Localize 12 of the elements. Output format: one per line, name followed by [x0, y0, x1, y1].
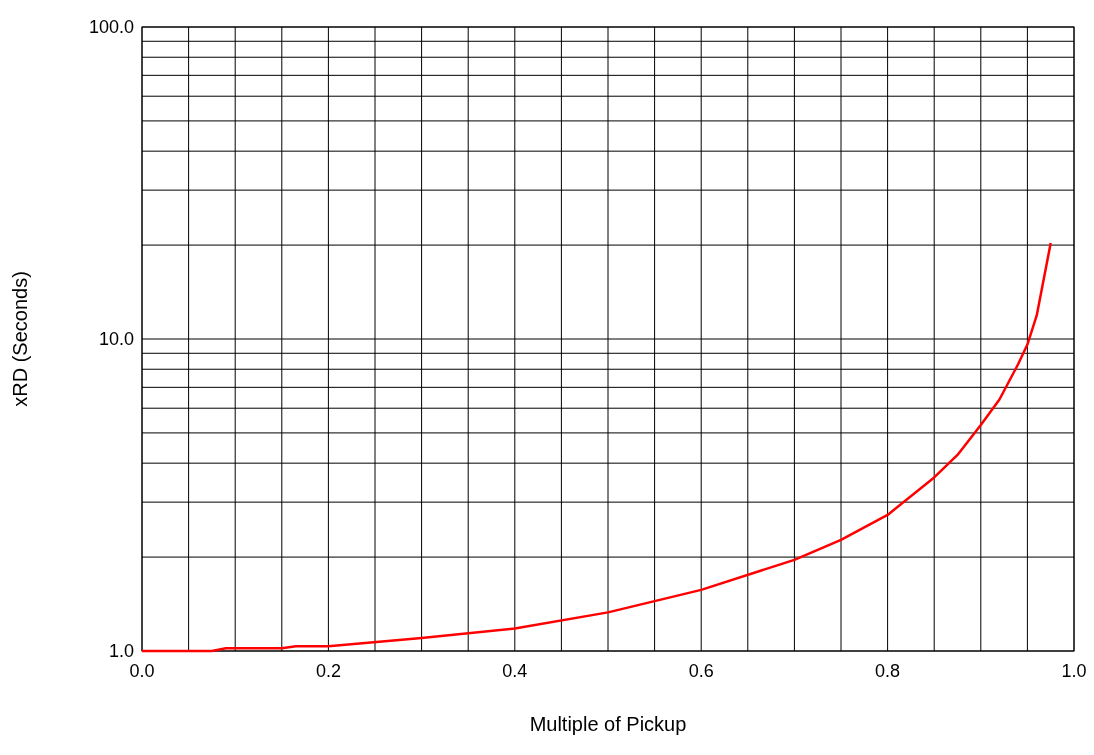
y-tick-label: 10.0 [98, 329, 134, 350]
line-series [140, 241, 1052, 653]
x-axis-title: Multiple of Pickup [529, 713, 687, 735]
x-tick-label: 0.6 [688, 661, 714, 681]
x-tick-label: 0.2 [315, 661, 341, 681]
x-tick-label: 1.0 [1061, 661, 1087, 681]
y-tick-label: 1.0 [108, 641, 134, 662]
x-tick-label: 0.8 [875, 661, 901, 681]
x-tick-label: 0.4 [502, 661, 528, 681]
y-tick-label: 100.0 [88, 17, 134, 38]
y-axis-title: xRD (Seconds) [9, 271, 31, 407]
x-tick-label: 0.0 [129, 661, 155, 681]
